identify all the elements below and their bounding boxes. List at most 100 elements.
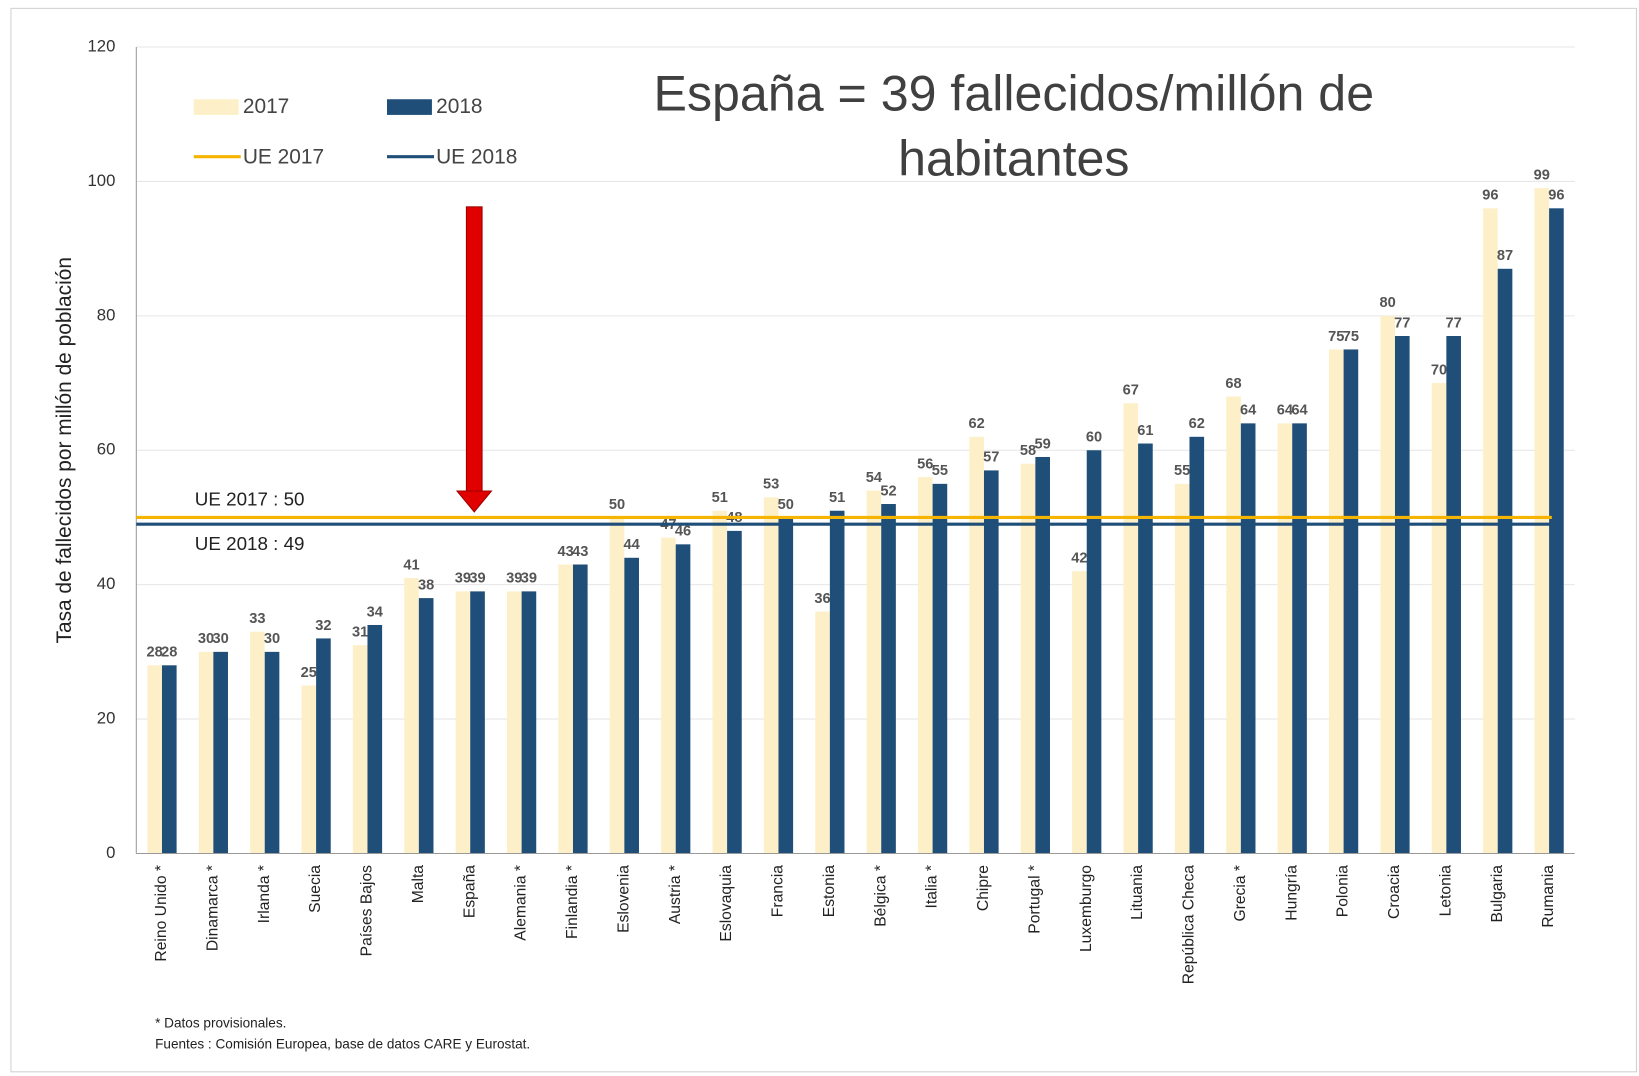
data-label: 43 (558, 544, 574, 560)
x-tick-label: España (461, 865, 478, 918)
data-label: 46 (675, 524, 691, 540)
data-label: 33 (249, 611, 265, 627)
bar (778, 517, 794, 854)
legend-label: UE 2018 (436, 145, 517, 168)
data-label: 75 (1328, 329, 1344, 345)
x-tick-label: Estonia (821, 865, 838, 918)
reference-label: UE 2018 : 49 (195, 533, 305, 554)
x-tick-label: Grecia * (1232, 865, 1249, 922)
data-label: 51 (712, 490, 728, 506)
bar (661, 537, 676, 854)
bar (624, 557, 639, 854)
bar (829, 510, 845, 854)
data-label: 38 (418, 577, 434, 593)
y-tick-label: 100 (88, 171, 116, 190)
data-label: 36 (814, 591, 830, 607)
frame (10, 7, 1637, 1073)
x-tick-label: Hungría (1283, 865, 1300, 921)
x-tick-label: Rumania (1540, 865, 1557, 928)
y-tick-label: 80 (97, 305, 116, 324)
bar (316, 638, 331, 854)
bar (609, 517, 625, 854)
bar (1292, 423, 1307, 854)
bar (1549, 208, 1564, 854)
bar (1189, 436, 1205, 854)
x-tick-label: Bélgica * (872, 865, 889, 927)
bar (558, 564, 573, 854)
data-label: 39 (455, 571, 471, 587)
data-label: 64 (1240, 403, 1257, 419)
x-tick-label: Chipre (975, 865, 992, 911)
bar (213, 651, 228, 854)
arrow (455, 206, 493, 513)
bar (198, 651, 214, 854)
bar (969, 436, 984, 854)
x-tick-label: Luxemburgo (1078, 865, 1095, 952)
bar (1226, 396, 1241, 854)
bar (1431, 383, 1447, 854)
bar (727, 530, 742, 854)
data-label: 64 (1291, 403, 1308, 419)
bar (763, 497, 779, 854)
x-tick-label: Italia * (924, 865, 941, 909)
data-label: 67 (1123, 383, 1139, 399)
bar (161, 665, 177, 854)
bar (1394, 335, 1410, 854)
data-label: 42 (1071, 551, 1087, 567)
data-label: 30 (264, 631, 280, 647)
bar (418, 598, 434, 854)
data-label: 30 (198, 631, 214, 647)
x-tick-label: Eslovaquia (718, 865, 735, 942)
x-tick-label: Irlanda * (256, 865, 273, 923)
arrow-head (455, 490, 493, 513)
x-tick-label: Austria * (667, 865, 684, 924)
bar (1174, 483, 1190, 854)
bar (1086, 450, 1102, 854)
data-label: 41 (403, 557, 419, 573)
data-label: 61 (1137, 423, 1153, 439)
x-tick-label: Bulgaria (1489, 865, 1506, 923)
x-tick-label: Eslovenia (615, 865, 632, 933)
bar (1497, 268, 1513, 854)
legend-swatch (387, 99, 432, 115)
data-label: 55 (1174, 463, 1190, 479)
bar (675, 544, 691, 854)
bar (521, 591, 537, 854)
reference-label: UE 2017 : 50 (195, 489, 305, 510)
bar (1123, 403, 1139, 854)
data-label: 58 (1020, 443, 1036, 459)
bar (147, 665, 162, 854)
data-label: 59 (1035, 436, 1051, 452)
data-label: 28 (161, 645, 177, 661)
data-label: 53 (763, 477, 779, 493)
bar (250, 631, 265, 854)
legend-label: UE 2017 (243, 145, 324, 168)
y-tick-label: 20 (97, 708, 116, 727)
data-label: 64 (1277, 403, 1294, 419)
data-label: 80 (1380, 295, 1396, 311)
footnote: * Datos provisionales. (155, 1015, 286, 1030)
bar (404, 577, 419, 854)
bar (1138, 443, 1153, 854)
bar (1072, 571, 1087, 854)
x-tick-label: Suecia (307, 865, 324, 913)
x-tick-label: Malta (410, 865, 427, 904)
bar (1483, 208, 1498, 854)
bar (1328, 349, 1344, 854)
data-label: 30 (213, 631, 229, 647)
bar (983, 470, 999, 854)
x-tick-label: Alemania * (513, 865, 530, 941)
x-tick-label: República Checa (1181, 865, 1198, 985)
data-label: 44 (624, 537, 641, 553)
bar (352, 645, 368, 854)
x-tick-label: Polonia (1335, 865, 1352, 918)
data-label: 39 (506, 571, 522, 587)
data-label: 51 (829, 490, 845, 506)
bar (1534, 188, 1550, 854)
bar (572, 564, 588, 854)
y-tick-label: 60 (97, 440, 116, 459)
x-tick-label: Croacia (1386, 865, 1403, 919)
bar (264, 651, 280, 854)
bar (367, 624, 383, 854)
data-label: 54 (866, 470, 883, 486)
